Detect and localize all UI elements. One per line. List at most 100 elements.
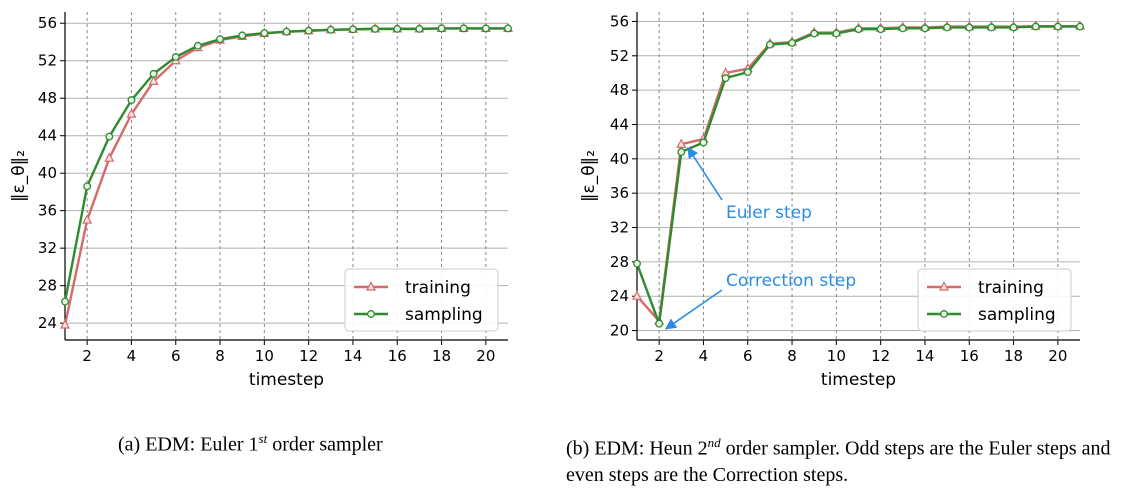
series-training-point bbox=[82, 214, 93, 224]
series-training-point bbox=[632, 290, 642, 300]
x-tick-label: 10 bbox=[255, 347, 274, 365]
series-training-point bbox=[676, 138, 687, 148]
x-tick-label: 18 bbox=[1004, 347, 1023, 365]
annotation-0-label: Euler step bbox=[726, 203, 812, 223]
caption-b-suffix: order sampler. Odd steps are the Euler s… bbox=[566, 437, 1111, 486]
legend-sampling-marker bbox=[367, 310, 375, 318]
y-tick-label: 32 bbox=[610, 219, 629, 237]
y-tick-label: 36 bbox=[38, 202, 57, 220]
x-tick-label: 8 bbox=[787, 347, 797, 365]
series-sampling-point bbox=[987, 23, 996, 32]
x-tick-label: 2 bbox=[654, 347, 664, 365]
series-sampling-point bbox=[765, 40, 774, 49]
series-sampling-point bbox=[1053, 22, 1062, 31]
series-sampling-point bbox=[898, 24, 907, 33]
legend-sampling-label: sampling bbox=[405, 305, 483, 325]
series-sampling-point bbox=[371, 24, 380, 33]
caption-a: (a) EDM: Euler 1st order sampler bbox=[118, 426, 478, 458]
caption-b: (b) EDM: Heun 2nd order sampler. Odd ste… bbox=[566, 430, 1136, 488]
x-tick-label: 6 bbox=[171, 347, 181, 365]
y-tick-label: 44 bbox=[38, 127, 57, 145]
series-sampling-point bbox=[304, 26, 313, 35]
y-tick-label: 28 bbox=[610, 253, 629, 271]
series-sampling-point bbox=[193, 41, 202, 50]
series-sampling-point bbox=[943, 23, 952, 32]
x-tick-label: 14 bbox=[343, 347, 362, 365]
x-tick-label: 12 bbox=[871, 347, 890, 365]
legend-training-marker bbox=[366, 281, 376, 291]
series-sampling-point bbox=[655, 319, 664, 328]
caption-b-sup: nd bbox=[707, 435, 721, 450]
y-tick-label: 36 bbox=[610, 184, 629, 202]
x-tick-label: 12 bbox=[299, 347, 318, 365]
y-tick-label: 20 bbox=[610, 322, 629, 340]
annotation-0-arrow bbox=[687, 146, 723, 201]
x-tick-label: 10 bbox=[827, 347, 846, 365]
y-tick-label: 24 bbox=[610, 287, 629, 305]
series-sampling-point bbox=[504, 24, 512, 33]
series-sampling-point bbox=[149, 69, 158, 78]
y-tick-label: 56 bbox=[610, 12, 629, 30]
series-sampling-point bbox=[127, 96, 136, 105]
series-sampling-point bbox=[326, 25, 335, 34]
series-sampling-point bbox=[788, 38, 796, 47]
series-training-point bbox=[60, 319, 70, 329]
x-tick-label: 8 bbox=[215, 347, 225, 365]
caption-a-suffix: order sampler bbox=[267, 433, 383, 456]
legend-training-label: training bbox=[405, 278, 471, 298]
y-tick-label: 24 bbox=[38, 314, 57, 332]
x-axis-label: timestep bbox=[249, 370, 324, 390]
y-tick-label: 52 bbox=[610, 47, 629, 65]
x-axis-label: timestep bbox=[821, 370, 896, 390]
y-axis-label: ‖ε_θ‖₂ bbox=[579, 150, 599, 202]
series-sampling-point bbox=[105, 132, 114, 141]
annotation-1-arrow bbox=[664, 289, 723, 330]
series-sampling-point bbox=[1031, 22, 1040, 31]
series-sampling-point bbox=[743, 68, 752, 77]
series-training-point bbox=[104, 152, 115, 162]
legend-b bbox=[917, 268, 1072, 332]
series-sampling-point bbox=[349, 25, 357, 34]
legend-sampling-marker bbox=[940, 310, 948, 318]
series-sampling-point bbox=[83, 182, 92, 191]
x-tick-label: 18 bbox=[432, 347, 451, 365]
y-tick-label: 56 bbox=[38, 14, 57, 32]
series-sampling-point bbox=[171, 53, 180, 61]
legend-training-marker bbox=[939, 281, 949, 291]
x-tick-label: 14 bbox=[915, 347, 934, 365]
series-sampling-point bbox=[876, 25, 885, 34]
x-tick-label: 4 bbox=[127, 347, 137, 365]
x-tick-label: 20 bbox=[476, 347, 495, 365]
x-tick-label: 20 bbox=[1048, 347, 1067, 365]
series-sampling-point bbox=[415, 24, 424, 33]
x-tick-label: 4 bbox=[699, 347, 709, 365]
series-sampling-point bbox=[721, 74, 730, 83]
caption-b-prefix: (b) EDM: Heun 2 bbox=[566, 437, 708, 460]
series-training-point bbox=[126, 108, 137, 118]
series-sampling-point bbox=[810, 29, 819, 38]
series-sampling-point bbox=[459, 24, 468, 33]
series-sampling-point bbox=[238, 31, 247, 40]
series-sampling-point bbox=[393, 24, 402, 33]
series-sampling-point bbox=[633, 259, 641, 268]
x-tick-label: 6 bbox=[743, 347, 753, 365]
y-tick-label: 32 bbox=[38, 239, 57, 257]
annotation-1-label: Correction step bbox=[726, 271, 856, 291]
series-sampling-point bbox=[437, 24, 446, 33]
x-tick-label: 16 bbox=[388, 347, 407, 365]
series-sampling-point bbox=[61, 297, 69, 306]
y-tick-label: 44 bbox=[610, 115, 629, 133]
y-tick-label: 40 bbox=[38, 164, 57, 182]
caption-a-prefix: (a) EDM: Euler 1 bbox=[118, 433, 259, 456]
legend-a bbox=[344, 268, 499, 332]
y-tick-label: 48 bbox=[38, 89, 57, 107]
series-training-point bbox=[148, 75, 159, 85]
series-sampling-point bbox=[1009, 23, 1018, 32]
series-sampling-point bbox=[481, 24, 490, 33]
series-sampling-point bbox=[832, 29, 841, 38]
y-tick-label: 52 bbox=[38, 52, 57, 70]
series-sampling-point bbox=[921, 24, 929, 33]
y-tick-label: 28 bbox=[38, 277, 57, 295]
